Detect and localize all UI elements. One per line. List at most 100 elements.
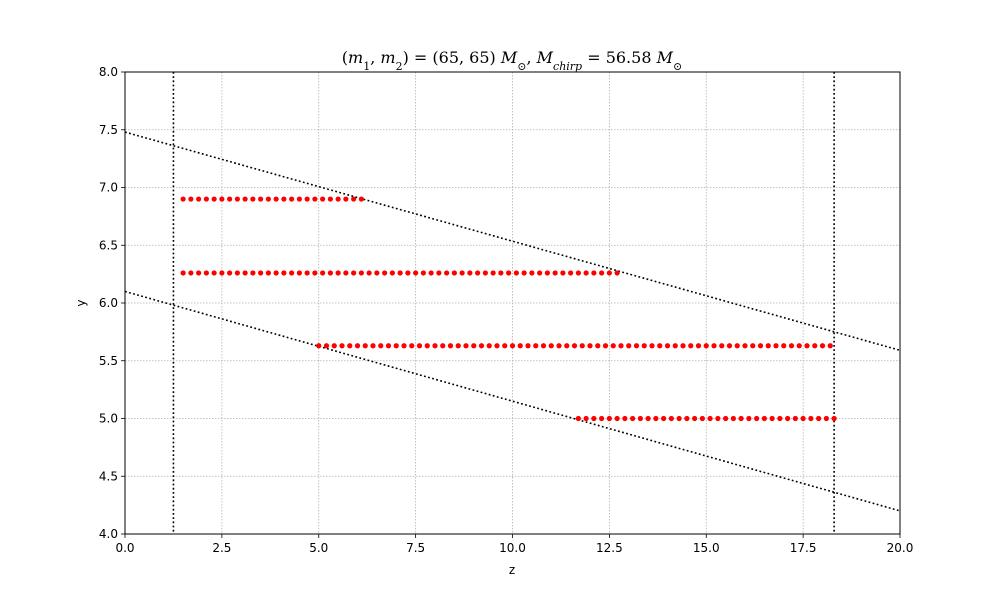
data-point: [463, 343, 469, 349]
data-point: [676, 415, 682, 422]
title-sun-symbol-2: ⊙: [673, 60, 682, 73]
data-point: [730, 415, 736, 422]
data-point: [323, 343, 330, 349]
data-point: [637, 415, 643, 422]
data-point: [343, 270, 349, 276]
data-point: [827, 343, 833, 349]
title-m1: m: [348, 48, 363, 67]
data-point: [742, 343, 748, 349]
x-tick-label: 15.0: [693, 541, 720, 555]
data-point: [188, 270, 194, 276]
data-point: [385, 343, 392, 349]
data-point: [614, 270, 620, 276]
x-tick-label: 10.0: [499, 541, 526, 555]
data-point: [490, 270, 496, 276]
data-point: [606, 270, 612, 276]
data-point: [579, 343, 585, 349]
data-point: [242, 270, 248, 276]
data-point: [537, 270, 543, 276]
data-point: [707, 415, 713, 422]
data-point: [389, 270, 395, 276]
data-point: [451, 270, 457, 276]
y-tick-label: 4.5: [99, 469, 118, 483]
data-point: [719, 343, 725, 349]
y-tick-label: 4.0: [99, 527, 118, 541]
x-tick-label: 7.5: [406, 541, 425, 555]
data-point: [614, 415, 620, 422]
data-point: [409, 343, 415, 349]
data-point: [211, 196, 217, 202]
data-point: [819, 343, 826, 349]
data-point: [494, 343, 500, 349]
data-point: [785, 415, 791, 422]
data-point: [331, 343, 337, 349]
data-point: [312, 270, 318, 276]
data-point: [684, 415, 690, 422]
data-point: [351, 270, 357, 276]
title-chirp-sub: chirp: [553, 60, 582, 73]
data-point: [478, 343, 485, 349]
data-point: [610, 343, 616, 349]
data-point: [750, 343, 756, 349]
title-chirp-m: M: [536, 48, 554, 67]
data-point: [595, 343, 601, 349]
data-point: [653, 415, 659, 422]
data-point: [692, 415, 698, 422]
data-point: [242, 196, 248, 202]
data-point: [688, 343, 694, 349]
data-point: [630, 415, 636, 422]
data-point: [754, 415, 760, 422]
data-point: [428, 270, 434, 276]
data-point: [196, 196, 202, 202]
data-point: [765, 343, 771, 349]
data-point: [777, 415, 783, 422]
data-point: [196, 270, 202, 276]
data-point: [250, 196, 256, 202]
data-point: [552, 270, 558, 276]
data-point: [645, 415, 651, 422]
data-point: [366, 270, 372, 276]
data-point: [436, 270, 442, 276]
data-point: [405, 270, 411, 276]
data-point: [227, 270, 233, 276]
data-point: [413, 270, 419, 276]
data-point: [633, 343, 640, 349]
tick-layer: 0.0 2.5 5.0 7.5 10.0 12.5 15.0 17.5 20.0 4.0 4.5 5.…: [99, 65, 913, 555]
data-point: [812, 343, 818, 349]
data-point: [757, 343, 764, 349]
data-point: [273, 196, 279, 202]
y-axis-label: y: [74, 299, 88, 306]
data-point: [250, 270, 256, 276]
data-point: [416, 343, 423, 349]
data-point: [626, 343, 632, 349]
data-point: [715, 415, 721, 422]
data-point: [525, 343, 531, 349]
data-point: [234, 270, 240, 276]
data-point: [335, 196, 341, 202]
data-point: [471, 343, 477, 349]
data-point: [564, 343, 570, 349]
x-tick-label: 12.5: [596, 541, 623, 555]
data-point: [540, 343, 547, 349]
data-point: [258, 270, 264, 276]
data-point: [509, 343, 516, 349]
data-point: [800, 415, 806, 422]
data-point: [591, 415, 597, 422]
data-point: [804, 343, 810, 349]
title-sub1: 1: [363, 60, 370, 73]
data-point: [354, 343, 361, 349]
data-point: [482, 270, 488, 276]
data-point: [556, 343, 562, 349]
data-point: [568, 270, 574, 276]
data-point: [823, 415, 829, 422]
data-point: [327, 196, 333, 202]
title-mass-unit-2: M: [656, 48, 674, 67]
data-point: [641, 343, 647, 349]
data-point: [351, 196, 357, 202]
data-point: [335, 270, 341, 276]
data-point: [529, 270, 535, 276]
data-point: [343, 196, 349, 202]
data-point: [475, 270, 481, 276]
point-layer: [180, 196, 837, 422]
data-point: [575, 415, 581, 422]
